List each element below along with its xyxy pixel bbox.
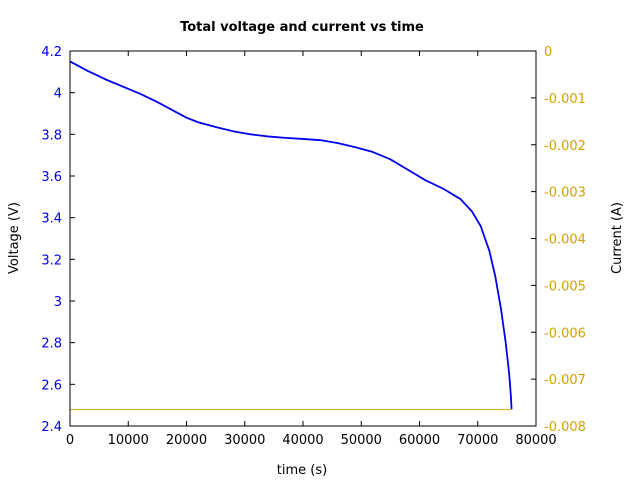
y-right-tick-label: -0.004: [544, 233, 586, 248]
y-left-tick-label: 2.6: [41, 378, 62, 393]
y-right-tick-label: -0.006: [544, 326, 586, 341]
y-left-tick-label: 3: [54, 295, 62, 310]
y-left-tick-label: 2.4: [41, 420, 62, 435]
plot-frame: [69, 50, 537, 427]
y-right-tick-label: 0: [544, 45, 552, 60]
x-tick-label: 60000: [399, 433, 440, 448]
x-tick-label: 10000: [108, 433, 149, 448]
chart-title: Total voltage and current vs time: [180, 20, 424, 35]
y-left-tick-label: 4: [54, 87, 62, 102]
voltage-series-line: [69, 60, 513, 410]
x-axis-label: time (s): [277, 463, 327, 478]
y-left-axis-label: Voltage (V): [7, 202, 22, 274]
y-right-axis-label: Current (A): [610, 202, 625, 274]
x-tick-label: 20000: [166, 433, 207, 448]
plot-area: 0 10000 20000 30000 40000 50000 60000 70000 8000…: [41, 45, 586, 448]
y-left-tick-label: 3.6: [41, 170, 62, 185]
y-right-tick-label: -0.005: [544, 279, 586, 294]
y-right-tick-label: -0.003: [544, 186, 586, 201]
y-left-tick-label: 3.8: [41, 128, 62, 143]
x-tick-label: 30000: [224, 433, 265, 448]
x-tick-label: 40000: [282, 433, 323, 448]
y-right-tick-label: -0.002: [544, 139, 586, 154]
y-left-tick-label: 3.2: [41, 253, 62, 268]
y-right-tick-label: -0.008: [544, 420, 586, 435]
y-left-tick-label: 2.8: [41, 337, 62, 352]
y-left-tick-label: 3.4: [41, 212, 62, 227]
y-right-tick-label: -0.001: [544, 92, 586, 107]
y-left-tick-label: 4.2: [41, 45, 62, 60]
y-right-tick-label: -0.007: [544, 373, 586, 388]
x-tick-label: 50000: [341, 433, 382, 448]
x-tick-label: 80000: [515, 433, 556, 448]
x-tick-label: 0: [66, 433, 74, 448]
x-tick-label: 70000: [457, 433, 498, 448]
